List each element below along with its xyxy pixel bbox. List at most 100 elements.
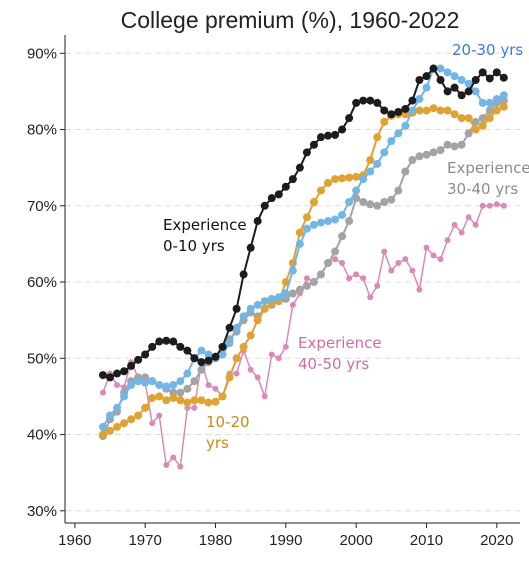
series-label: Experience 40-50 yrs — [298, 334, 382, 373]
point — [106, 426, 115, 435]
point — [106, 373, 115, 382]
point — [148, 377, 157, 386]
x-tick-label: 2020 — [480, 532, 513, 549]
point — [493, 201, 500, 208]
series-label: Experience 0-10 yrs — [163, 216, 247, 255]
point — [451, 221, 458, 228]
point — [429, 64, 438, 73]
point — [450, 110, 459, 119]
point — [316, 186, 325, 195]
point — [464, 114, 473, 123]
point — [401, 167, 410, 176]
point — [183, 369, 192, 378]
point — [359, 96, 368, 105]
point — [492, 68, 501, 77]
point — [366, 156, 375, 165]
point — [162, 336, 171, 345]
point — [408, 156, 417, 165]
point — [471, 75, 480, 84]
point — [170, 454, 177, 461]
point — [177, 463, 184, 470]
point — [409, 267, 416, 274]
point — [422, 150, 431, 159]
point — [331, 130, 340, 139]
point — [359, 175, 368, 184]
point — [225, 323, 234, 332]
point — [113, 422, 122, 431]
point — [444, 237, 451, 244]
point — [191, 404, 198, 411]
point — [316, 270, 325, 279]
point — [436, 64, 445, 73]
point — [380, 106, 389, 115]
point — [267, 194, 276, 203]
y-tick-label: 50% — [27, 350, 57, 367]
y-tick-label: 30% — [27, 503, 57, 520]
point — [176, 388, 185, 397]
point — [324, 217, 333, 226]
point — [204, 398, 213, 407]
point — [163, 462, 170, 469]
point — [457, 75, 466, 84]
point — [415, 95, 424, 104]
point — [381, 248, 388, 255]
point — [309, 197, 318, 206]
point — [331, 175, 340, 184]
point — [429, 104, 438, 113]
y-tick-label: 90% — [27, 45, 57, 62]
point — [331, 247, 340, 256]
point — [346, 275, 353, 282]
point — [281, 289, 290, 298]
point — [190, 377, 199, 386]
point — [359, 197, 368, 206]
y-tick-label: 80% — [27, 122, 57, 139]
point — [134, 411, 143, 420]
point — [324, 178, 333, 187]
point — [430, 252, 437, 259]
point — [485, 74, 494, 83]
point — [155, 380, 164, 389]
point — [225, 339, 234, 348]
point — [169, 393, 178, 402]
point — [197, 346, 206, 355]
point — [457, 91, 466, 100]
point — [282, 343, 289, 350]
point — [288, 289, 297, 298]
point — [394, 129, 403, 138]
point — [443, 68, 452, 77]
y-tick-label: 70% — [27, 198, 57, 215]
point — [464, 79, 473, 88]
point — [232, 323, 241, 332]
point — [401, 121, 410, 130]
point — [218, 342, 227, 351]
point — [367, 294, 374, 301]
x-tick-label: 1960 — [58, 532, 91, 549]
point — [464, 87, 473, 96]
point — [197, 365, 206, 374]
point — [353, 271, 360, 278]
point — [253, 300, 262, 309]
point — [309, 140, 318, 149]
point — [113, 369, 122, 378]
x-tick-label: 2010 — [410, 532, 443, 549]
point — [233, 370, 240, 377]
y-tick-label: 60% — [27, 274, 57, 291]
point — [211, 397, 220, 406]
point — [443, 106, 452, 115]
point — [169, 337, 178, 346]
point — [345, 114, 354, 123]
point — [303, 275, 310, 282]
point — [302, 281, 311, 290]
point — [106, 411, 115, 420]
point — [402, 256, 409, 263]
point — [141, 378, 150, 387]
point — [373, 201, 382, 210]
point — [457, 140, 466, 149]
point — [309, 220, 318, 229]
point — [464, 129, 473, 138]
point — [324, 131, 333, 140]
point — [422, 83, 431, 92]
point — [260, 201, 269, 210]
series-label: Experience 30-40 yrs — [447, 159, 529, 198]
point — [316, 133, 325, 142]
